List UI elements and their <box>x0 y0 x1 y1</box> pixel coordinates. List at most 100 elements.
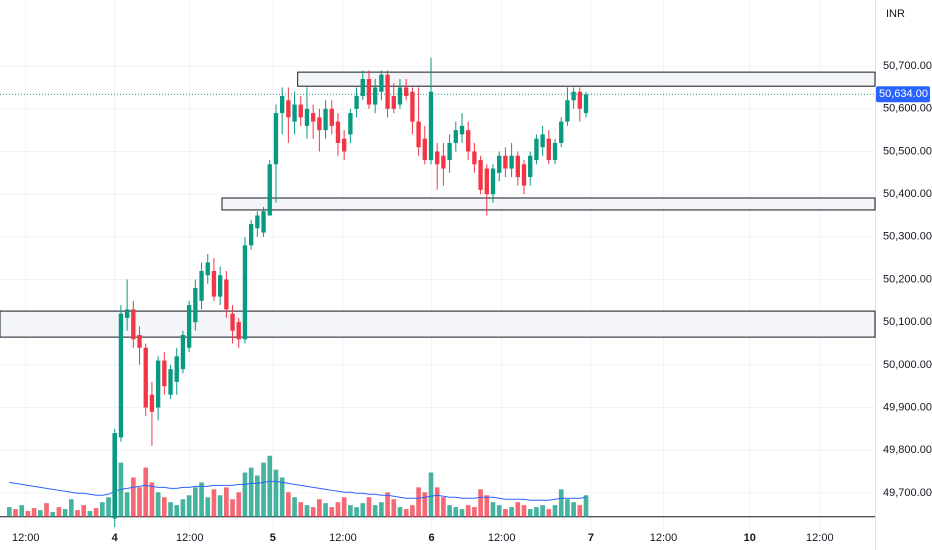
volume-bar <box>441 497 446 517</box>
volume-bar <box>174 505 180 517</box>
candle-body <box>565 100 570 122</box>
volume-bar <box>391 499 397 517</box>
candle-body <box>279 96 285 114</box>
x-tick-label: 12:00 <box>176 532 204 544</box>
volume-bar <box>248 467 254 517</box>
candle-body <box>422 138 427 161</box>
x-tick-label: 12:00 <box>806 532 834 544</box>
x-tick-label: 4 <box>112 532 119 544</box>
volume-bar <box>230 499 235 517</box>
y-tick-label: 49,700.00 <box>883 487 932 499</box>
volume-bar <box>168 502 173 517</box>
volume-bar <box>577 505 583 517</box>
x-tick-label: 12:00 <box>488 532 516 544</box>
volume-bar <box>379 502 384 517</box>
volume-bar <box>317 499 322 517</box>
volume-bar <box>447 505 452 517</box>
volume-bar <box>81 505 87 517</box>
volume-bar <box>478 489 483 517</box>
volume-bar <box>490 502 496 517</box>
volume-bar <box>292 497 297 517</box>
x-tick-label: 5 <box>270 532 276 544</box>
candle-body <box>348 113 353 135</box>
volume-bar <box>354 507 359 517</box>
candle-body <box>385 74 390 109</box>
candle-body <box>478 160 483 190</box>
volume-bar <box>6 507 12 517</box>
volume-bar <box>31 508 37 517</box>
candle-body <box>255 215 260 229</box>
volume-bar <box>162 497 167 517</box>
candle-body <box>261 211 266 233</box>
volume-bar <box>217 495 223 517</box>
candle-body <box>155 360 161 408</box>
volume-bar <box>224 487 229 517</box>
candle-body <box>267 164 272 216</box>
candle-body <box>248 224 254 246</box>
candle-body <box>354 96 359 109</box>
volume-bar <box>515 502 521 517</box>
volume-bar <box>410 505 415 517</box>
candle-body <box>397 87 403 105</box>
candle-body <box>205 262 210 276</box>
candle-body <box>286 100 291 118</box>
volume-bar <box>558 489 564 517</box>
last-price-box <box>876 86 930 103</box>
volume-bar <box>93 508 99 517</box>
candle-body <box>118 313 124 438</box>
candle-body <box>236 322 241 340</box>
volume-bar <box>422 492 428 517</box>
volume-bar <box>552 505 558 517</box>
volume-bar <box>106 497 111 517</box>
volume-bar <box>180 499 186 517</box>
volume-bar <box>68 499 74 517</box>
x-tick-label: 12:00 <box>650 532 678 544</box>
volume-bar <box>279 477 285 517</box>
volume-bar <box>341 497 347 517</box>
price-zone <box>0 310 876 338</box>
x-tick-label: 6 <box>429 532 435 544</box>
candle-body <box>323 108 328 131</box>
candle-body <box>230 313 235 331</box>
x-tick-label: 10 <box>744 532 756 544</box>
candle-body <box>162 360 167 387</box>
candle-body <box>224 279 229 310</box>
volume-bar <box>540 505 545 517</box>
candle-body <box>534 138 539 161</box>
x-tick-label: 12:00 <box>12 532 40 544</box>
candle-body <box>310 113 316 122</box>
price-zone <box>297 71 876 87</box>
candle-body <box>428 91 434 161</box>
volume-bar <box>50 512 56 517</box>
candle-body <box>528 155 533 178</box>
volume-bar <box>453 507 459 517</box>
volume-bar <box>131 477 136 517</box>
candle-body <box>292 104 297 122</box>
candle-body <box>366 78 372 105</box>
y-tick-label: 50,600.00 <box>883 103 932 115</box>
candle-body <box>273 113 279 165</box>
volume-bar <box>13 509 18 517</box>
candle-body <box>497 155 502 173</box>
candle-body <box>211 270 217 297</box>
volume-bar <box>503 509 508 517</box>
volume-bar <box>149 482 155 517</box>
volume-bar <box>335 502 341 517</box>
candle-body <box>577 91 582 109</box>
volume-bar <box>62 509 68 517</box>
y-tick-label: 50,400.00 <box>883 188 932 200</box>
volume-bar <box>155 492 161 517</box>
volume-bar <box>416 487 421 517</box>
volume-bar <box>143 467 149 517</box>
candle-body <box>304 108 310 126</box>
volume-bar <box>348 505 353 517</box>
candle-body <box>583 94 589 114</box>
candle-body <box>174 356 179 382</box>
volume-bar <box>366 497 372 517</box>
volume-bar <box>323 503 328 517</box>
volume-bar <box>310 507 316 517</box>
candle-body <box>149 394 155 412</box>
candle-body <box>373 87 378 105</box>
